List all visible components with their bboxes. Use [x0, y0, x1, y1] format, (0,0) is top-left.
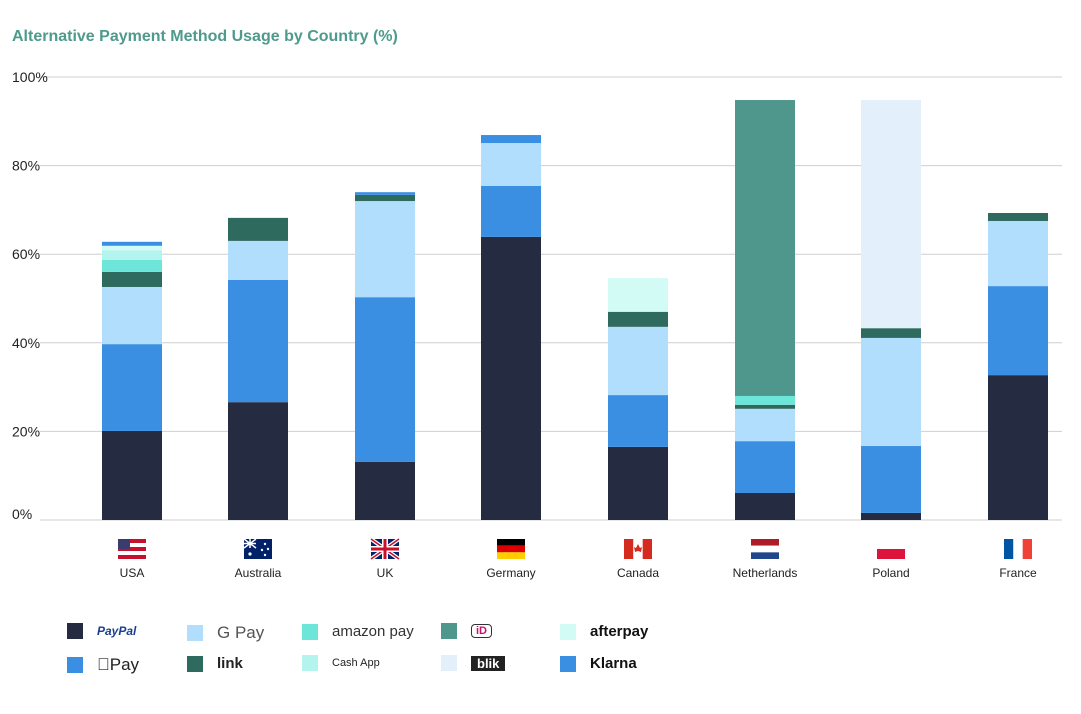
legend-swatch	[67, 623, 83, 639]
chart-title: Alternative Payment Method Usage by Coun…	[12, 28, 398, 45]
legend-item: amazon pay	[302, 623, 414, 640]
legend-label: amazon pay	[332, 623, 414, 640]
bar-segment-apple-pay	[355, 297, 415, 462]
x-tick-label: Germany	[486, 566, 535, 580]
legend-item: afterpay	[560, 623, 648, 640]
bar-segment-blik	[861, 100, 921, 329]
legend-label: Cash App	[332, 657, 380, 669]
bar-segment-apple-pay	[735, 441, 795, 493]
bar-segment-paypal	[228, 402, 288, 520]
bar-segment-link	[861, 328, 921, 338]
bar-segment-g-pay	[861, 337, 921, 447]
flag-icon-canada	[624, 539, 652, 559]
flag-icon-australia	[243, 538, 272, 559]
bar-segment-paypal	[102, 430, 162, 520]
legend-item: Cash App	[302, 655, 380, 671]
y-tick-label: 80%	[12, 158, 40, 174]
bar-segment-link	[735, 404, 795, 409]
bar-segment-klarna	[102, 241, 162, 246]
bar-segment-apple-pay	[481, 185, 541, 237]
legend-label: iD	[471, 624, 492, 638]
x-tick-label: Poland	[872, 566, 909, 580]
legend-swatch	[560, 623, 576, 640]
legend-item: link	[187, 655, 243, 672]
bar-segment-paypal	[481, 236, 541, 520]
y-tick-label: 0%	[12, 506, 32, 522]
y-tick-label: 40%	[12, 335, 40, 351]
flag-icon-netherlands	[751, 539, 779, 559]
legend-label: blik	[471, 655, 506, 671]
legend-item: iD	[441, 623, 492, 639]
legend-swatch	[187, 625, 203, 641]
legend-label: link	[217, 655, 243, 672]
bar-segment-g-pay	[988, 220, 1048, 287]
bar-segment-link	[355, 194, 415, 202]
x-tick-label: USA	[120, 566, 145, 580]
x-tick-label: UK	[377, 566, 394, 580]
bar-segment-apple-pay	[861, 446, 921, 513]
legend-label: Pay	[97, 655, 139, 674]
legend-item: blik	[441, 655, 506, 671]
bar-segment-g-pay	[355, 201, 415, 298]
bar-segment-link	[102, 271, 162, 287]
legend-swatch	[560, 655, 576, 672]
bar-segment-g-pay	[481, 143, 541, 186]
legend-label: G Pay	[217, 623, 265, 642]
flag-icon-france	[1004, 539, 1032, 559]
y-tick-label: 100%	[12, 69, 48, 85]
legend-item: Klarna	[560, 655, 637, 672]
flag-icon-uk	[369, 537, 401, 561]
x-tick-label: Netherlands	[733, 566, 798, 580]
legend-swatch	[187, 655, 203, 672]
bar-segment-link	[228, 217, 288, 241]
legend-label: PayPal	[97, 624, 137, 638]
flag-icon-germany	[497, 539, 525, 559]
y-tick-label: 60%	[12, 246, 40, 262]
bar-segment-apple-pay	[102, 344, 162, 431]
legend-swatch	[302, 623, 318, 640]
legend-swatch	[302, 655, 318, 671]
bar-segment-g-pay	[735, 408, 795, 442]
y-tick-label: 20%	[12, 423, 40, 439]
legend-swatch	[441, 623, 457, 639]
x-tick-label: Canada	[617, 566, 659, 580]
x-tick-label: France	[999, 566, 1037, 580]
bar-segment-paypal	[735, 492, 795, 520]
flag-icon-usa	[118, 539, 146, 559]
legend-swatch	[441, 655, 457, 671]
bar-segment-g-pay	[102, 286, 162, 345]
bar-segment-afterpay	[102, 245, 162, 251]
flag-icon-poland	[877, 539, 905, 559]
bar-segment-link	[988, 213, 1048, 221]
legend-label: Klarna	[590, 655, 637, 672]
bar-segment-apple-pay	[228, 279, 288, 403]
bar-segment-amazon-pay	[735, 395, 795, 405]
bar-segment-apple-pay	[988, 286, 1048, 376]
bar-segment-g-pay	[228, 240, 288, 280]
bar-segment-apple-pay	[608, 395, 668, 447]
bar-segment-amazon-pay	[102, 259, 162, 272]
bar-segment-paypal	[608, 446, 668, 520]
bar-segment-klarna	[355, 192, 415, 195]
bar-segment-ideal	[735, 100, 795, 396]
bar-segment-paypal	[988, 375, 1048, 520]
bar-segment-klarna	[481, 135, 541, 144]
legend-label: afterpay	[590, 623, 649, 640]
legend-item: G Pay	[187, 623, 264, 643]
bar-segment-paypal	[861, 512, 921, 520]
legend-item: Pay	[67, 655, 139, 675]
x-tick-label: Australia	[235, 566, 282, 580]
bar-segment-paypal	[355, 461, 415, 520]
bar-segment-afterpay	[608, 278, 668, 312]
bar-segment-link	[608, 311, 668, 327]
bar-segment-cash-app	[102, 250, 162, 260]
bar-segment-g-pay	[608, 326, 668, 396]
stacked-bar-chart: 0% 20% 40% 60% 80% 100% USA Australia UK Germany C…	[12, 69, 1062, 580]
legend-item: PayPal	[67, 623, 136, 639]
legend-swatch	[67, 657, 83, 673]
